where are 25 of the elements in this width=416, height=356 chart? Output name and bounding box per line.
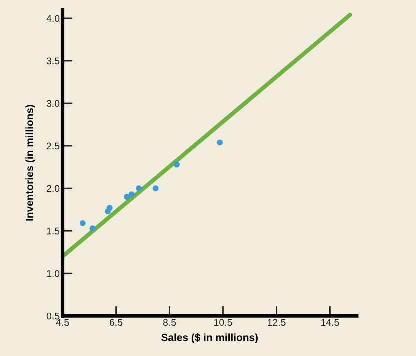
x-tick-label: 12.5 (268, 319, 286, 326)
y-tick-label: 2.0 (47, 185, 60, 192)
y-axis-title: Inventories (in millions) (26, 105, 36, 221)
y-tick-label: 0.5 (46, 312, 60, 320)
point (90, 226, 96, 232)
y-tick-label: 1.0 (47, 270, 60, 278)
x-tick-label: 14.5 (321, 319, 340, 326)
x-axis-title: Sales ($ in millions) (162, 334, 258, 344)
point (80, 220, 86, 226)
x-tick-label: 10.5 (214, 319, 232, 326)
point (217, 140, 223, 146)
x-tick-label: 8.5 (163, 319, 176, 326)
point (128, 192, 135, 198)
point (124, 194, 130, 200)
y-tick-label: 1.5 (47, 228, 60, 235)
y-tick-label: 3.0 (46, 100, 60, 108)
point (136, 186, 142, 192)
point (106, 205, 113, 212)
y-tick-label: 4.0 (46, 15, 60, 22)
x-tick-label: 6.5 (110, 319, 123, 326)
y-tick-label: 3.5 (46, 58, 60, 65)
point (152, 186, 159, 192)
point (174, 162, 180, 168)
y-tick-label: 2.5 (47, 142, 60, 150)
x-tick-label: 4.5 (56, 319, 70, 326)
